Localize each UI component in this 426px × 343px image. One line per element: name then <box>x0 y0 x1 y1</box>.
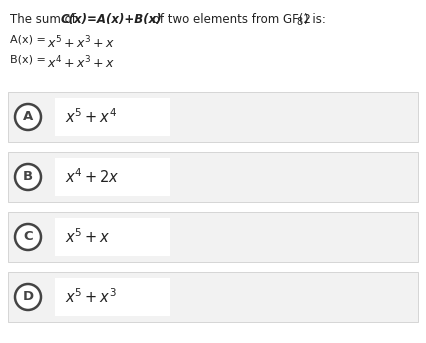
Circle shape <box>15 224 41 250</box>
Text: A(x) =: A(x) = <box>10 35 49 45</box>
Text: $x^4 + 2x$: $x^4 + 2x$ <box>65 168 120 186</box>
Text: B: B <box>23 170 33 184</box>
FancyBboxPatch shape <box>8 272 418 322</box>
Circle shape <box>15 104 41 130</box>
FancyBboxPatch shape <box>55 218 170 256</box>
Text: of two elements from GF(2: of two elements from GF(2 <box>149 13 311 26</box>
Text: $x^5+x$: $x^5+x$ <box>65 228 110 246</box>
Text: 8: 8 <box>296 17 302 27</box>
FancyBboxPatch shape <box>55 158 170 196</box>
FancyBboxPatch shape <box>55 98 170 136</box>
Text: D: D <box>23 291 34 304</box>
Text: $x^5+x^4$: $x^5+x^4$ <box>65 108 117 126</box>
Circle shape <box>15 284 41 310</box>
Text: B(x) =: B(x) = <box>10 55 49 65</box>
FancyBboxPatch shape <box>8 212 418 262</box>
FancyBboxPatch shape <box>55 278 170 316</box>
Text: ) is:: ) is: <box>304 13 326 26</box>
Text: $x^5+x^3$: $x^5+x^3$ <box>65 288 117 306</box>
FancyBboxPatch shape <box>8 152 418 202</box>
Text: A: A <box>23 110 33 123</box>
Circle shape <box>15 164 41 190</box>
Text: The sum of: The sum of <box>10 13 80 26</box>
Text: $x^5 + x^3 + x$: $x^5 + x^3 + x$ <box>47 35 115 51</box>
Text: $x^4+x^3+x$: $x^4+x^3+x$ <box>47 55 115 72</box>
Text: C: C <box>23 230 33 244</box>
FancyBboxPatch shape <box>8 92 418 142</box>
Text: C(x)=A(x)+B(x): C(x)=A(x)+B(x) <box>61 13 163 26</box>
